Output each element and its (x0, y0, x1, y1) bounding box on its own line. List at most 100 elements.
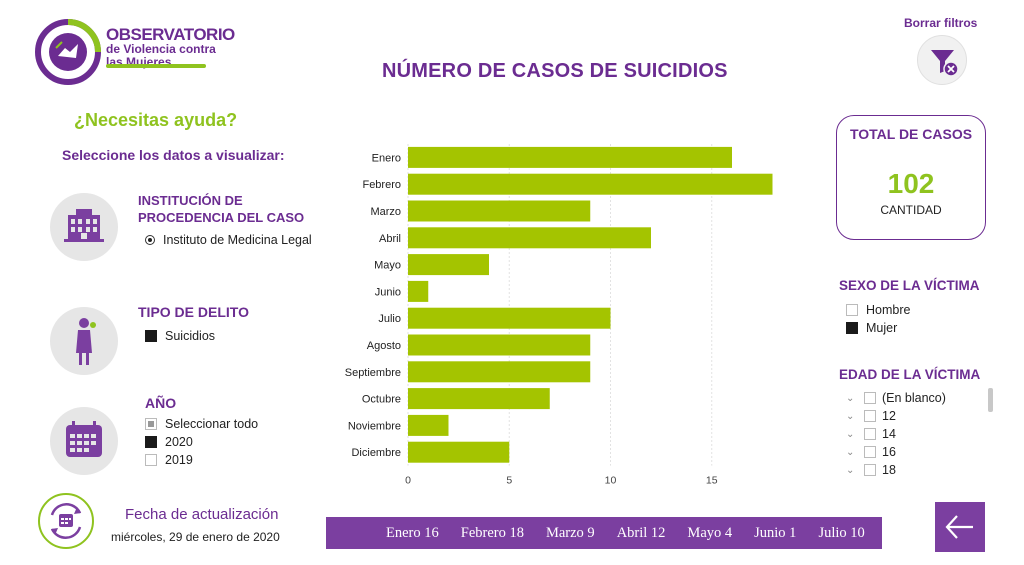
bar-febrero[interactable] (408, 173, 773, 195)
page-title: NÚMERO DE CASOS DE SUICIDIOS (382, 60, 728, 82)
calendar-icon (66, 421, 102, 457)
checkbox-unchecked[interactable] (864, 392, 876, 404)
institution-option-label: Instituto de Medicina Legal (163, 233, 312, 247)
category-label: Marzo (370, 206, 401, 218)
checkbox-unchecked[interactable] (864, 446, 876, 458)
year-option-2020[interactable]: 2020 (145, 435, 193, 449)
bar-julio[interactable] (408, 307, 611, 329)
woman-icon (76, 318, 96, 365)
checkbox-unchecked[interactable] (864, 428, 876, 440)
bar-agosto[interactable] (408, 334, 591, 356)
age-option[interactable]: ⌄ 16 (846, 445, 896, 459)
institution-option[interactable]: Instituto de Medicina Legal (145, 233, 312, 247)
building-icon-circle (50, 193, 118, 261)
chevron-down-icon[interactable]: ⌄ (846, 392, 855, 404)
crime-type-option[interactable]: Suicidios (145, 329, 215, 343)
x-tick-label: 15 (706, 475, 718, 487)
woman-icon-circle (50, 307, 118, 375)
age-option[interactable]: ⌄ 12 (846, 409, 896, 423)
chevron-down-icon[interactable]: ⌄ (846, 446, 855, 458)
category-label: Junio (375, 286, 401, 298)
bar-diciembre[interactable] (408, 441, 510, 463)
logo-underline (106, 64, 206, 68)
year-title: AÑO (145, 395, 177, 411)
bar-mayo[interactable] (408, 254, 489, 276)
age-filter-title: EDAD DE LA VÍCTIMA (839, 367, 981, 382)
bar-junio[interactable] (408, 280, 429, 302)
bar-abril[interactable] (408, 227, 651, 249)
bar-noviembre[interactable] (408, 414, 449, 436)
ticker-item: Junio 1 (754, 524, 797, 541)
bar-marzo[interactable] (408, 200, 591, 222)
refresh-calendar-icon-circle (38, 493, 94, 549)
checkbox-checked[interactable] (145, 330, 157, 342)
logo-emblem-icon (35, 19, 101, 85)
checkbox-unchecked[interactable] (145, 454, 157, 466)
ticker-item: Julio 10 (818, 524, 865, 541)
ticker-item: Mayo 4 (687, 524, 733, 541)
total-cases-value: 102 (887, 168, 935, 199)
age-list-scrollbar[interactable] (988, 388, 993, 412)
observatorio-logo: OBSERVATORIO de Violencia contra las Muj… (34, 18, 235, 88)
category-label: Mayo (374, 260, 401, 272)
sex-option-hombre[interactable]: Hombre (846, 303, 910, 317)
total-cases-card: TOTAL DE CASOS 102 CANTIDAD (836, 115, 986, 240)
x-tick-label: 10 (605, 475, 617, 487)
ticker-item: Enero 16 (386, 524, 439, 541)
category-label: Diciembre (351, 447, 401, 459)
crime-type-option-label: Suicidios (165, 329, 216, 343)
chevron-down-icon[interactable]: ⌄ (846, 410, 855, 422)
institution-title: INSTITUCIÓN DE PROCEDENCIA DEL CASO (138, 193, 305, 225)
age-option[interactable]: ⌄ 18 (846, 463, 896, 477)
checkbox-unchecked[interactable] (846, 304, 858, 316)
x-tick-label: 0 (405, 475, 411, 487)
refresh-calendar-icon (50, 503, 82, 539)
back-button[interactable] (935, 502, 985, 552)
year-option-select-all[interactable]: Seleccionar todo (145, 417, 258, 431)
x-tick-label: 5 (506, 475, 512, 487)
bar-octubre[interactable] (408, 388, 550, 410)
chevron-down-icon[interactable]: ⌄ (846, 428, 855, 440)
clear-filters-button[interactable] (917, 35, 967, 85)
calendar-icon-circle (50, 407, 118, 475)
ticker-item: Abril 12 (616, 524, 666, 541)
sex-filter-title: SEXO DE LA VÍCTIMA (839, 278, 980, 293)
help-link[interactable]: ¿Necesitas ayuda? (74, 110, 238, 130)
filter-clear-icon (931, 50, 959, 77)
building-icon (64, 209, 104, 242)
update-title: Fecha de actualización (125, 506, 279, 523)
age-option[interactable]: ⌄ (En blanco) (846, 391, 946, 405)
category-label: Julio (378, 313, 401, 325)
category-label: Noviembre (348, 420, 401, 432)
year-option-2019[interactable]: 2019 (145, 453, 193, 467)
monthly-ticker: Enero 16 Febrero 18 Marzo 9 Abril 12 May… (326, 517, 882, 549)
select-data-heading: Seleccione los datos a visualizar: (62, 147, 285, 163)
total-cases-title: TOTAL DE CASOS (849, 126, 973, 142)
bar-septiembre[interactable] (408, 361, 591, 383)
sex-option-mujer[interactable]: Mujer (846, 321, 897, 335)
category-label: Abril (379, 233, 401, 245)
logo-line-1: OBSERVATORIO (106, 25, 235, 44)
checkbox-checked[interactable] (145, 436, 157, 448)
checkbox-partial[interactable] (145, 418, 157, 430)
ticker-item: Febrero 18 (460, 524, 524, 541)
bar-enero[interactable] (408, 146, 732, 168)
category-label: Septiembre (345, 367, 401, 379)
logo-line-2: de Violencia contra (106, 42, 216, 56)
total-cases-label: CANTIDAD (880, 203, 942, 217)
chevron-down-icon[interactable]: ⌄ (846, 464, 855, 476)
category-label: Febrero (362, 179, 401, 191)
category-label: Octubre (362, 394, 401, 406)
checkbox-checked[interactable] (846, 322, 858, 334)
crime-type-title: TIPO DE DELITO (138, 304, 249, 320)
category-label: Agosto (367, 340, 401, 352)
checkbox-unchecked[interactable] (864, 410, 876, 422)
update-date: miércoles, 29 de enero de 2020 (111, 530, 280, 544)
age-option[interactable]: ⌄ 14 (846, 427, 896, 441)
checkbox-unchecked[interactable] (864, 464, 876, 476)
radio-selected[interactable] (145, 235, 155, 245)
clear-filters-label[interactable]: Borrar filtros (904, 16, 978, 30)
monthly-cases-bar-chart: 0 5 10 15 Enero Febrero Marzo Abril Mayo Junio Jul… (345, 144, 773, 487)
category-label: Enero (372, 152, 401, 164)
